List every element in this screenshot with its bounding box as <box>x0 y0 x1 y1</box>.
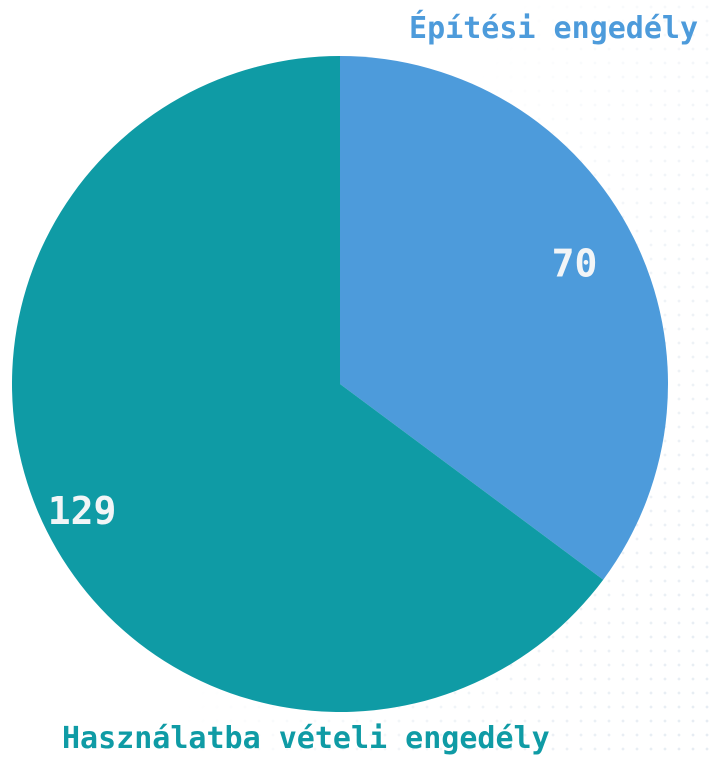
pie-value-label-0: 70 <box>552 242 598 286</box>
slice-category-label-epitesi: Építési engedély <box>409 11 698 46</box>
pie-slice-0 <box>340 56 668 580</box>
slice-category-label-hasznalatba: Használatba vételi engedély <box>62 721 550 756</box>
pie-value-label-1: 129 <box>48 489 117 533</box>
pie-value-labels: 70 129 <box>48 242 598 533</box>
pie-slices <box>11 56 668 712</box>
pie-slice-1 <box>11 56 604 712</box>
